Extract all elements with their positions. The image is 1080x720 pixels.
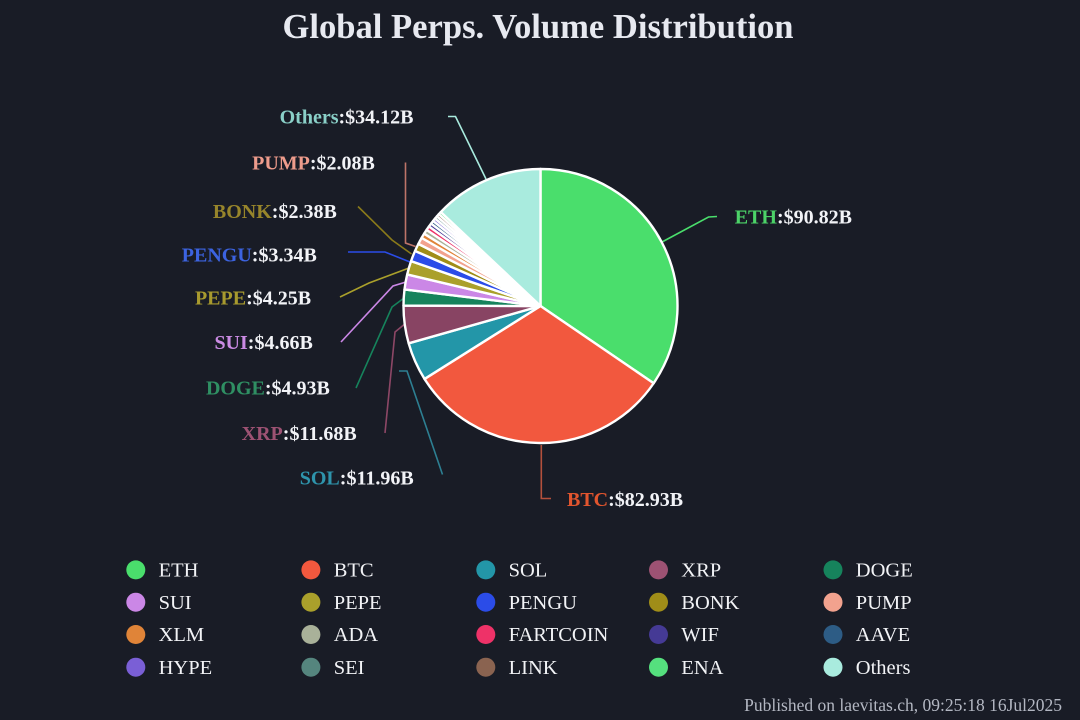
svg-text:ADA: ADA: [334, 624, 379, 646]
svg-text:BONK:$2.38B: BONK:$2.38B: [213, 201, 337, 223]
svg-text:Published on laevitas.ch, 09:2: Published on laevitas.ch, 09:25:18 16Jul…: [744, 695, 1062, 715]
svg-text:BTC:$82.93B: BTC:$82.93B: [567, 489, 683, 511]
svg-text:PEPE:$4.25B: PEPE:$4.25B: [195, 288, 311, 310]
svg-text:BONK: BONK: [681, 592, 739, 614]
svg-text:PENGU:$3.34B: PENGU:$3.34B: [182, 245, 317, 267]
svg-text:ETH: ETH: [159, 560, 199, 582]
svg-text:XLM: XLM: [159, 624, 205, 646]
svg-text:HYPE: HYPE: [159, 657, 213, 679]
svg-text:DOGE:$4.93B: DOGE:$4.93B: [206, 378, 330, 400]
svg-text:PUMP: PUMP: [856, 592, 912, 614]
svg-text:SEI: SEI: [334, 657, 365, 679]
svg-text:DOGE: DOGE: [856, 560, 913, 582]
svg-text:PUMP:$2.08B: PUMP:$2.08B: [252, 153, 375, 175]
svg-text:AAVE: AAVE: [856, 624, 910, 646]
svg-text:Global Perps. Volume Distribut: Global Perps. Volume Distribution: [282, 8, 793, 46]
svg-text:FARTCOIN: FARTCOIN: [509, 624, 609, 646]
svg-text:WIF: WIF: [681, 624, 719, 646]
svg-text:XRP: XRP: [681, 560, 721, 582]
svg-text:ENA: ENA: [681, 657, 723, 679]
svg-text:PEPE: PEPE: [334, 592, 382, 614]
svg-text:PENGU: PENGU: [509, 592, 578, 614]
svg-text:Others: Others: [856, 657, 911, 679]
svg-text:BTC: BTC: [334, 560, 374, 582]
svg-text:ETH:$90.82B: ETH:$90.82B: [735, 207, 852, 229]
svg-text:SOL: SOL: [509, 560, 548, 582]
svg-text:XRP:$11.68B: XRP:$11.68B: [242, 423, 357, 445]
svg-text:Others:$34.12B: Others:$34.12B: [280, 107, 414, 129]
svg-text:SOL:$11.96B: SOL:$11.96B: [300, 468, 414, 490]
svg-text:SUI: SUI: [159, 592, 192, 614]
svg-text:SUI:$4.66B: SUI:$4.66B: [214, 332, 312, 354]
svg-text:LINK: LINK: [509, 657, 558, 679]
